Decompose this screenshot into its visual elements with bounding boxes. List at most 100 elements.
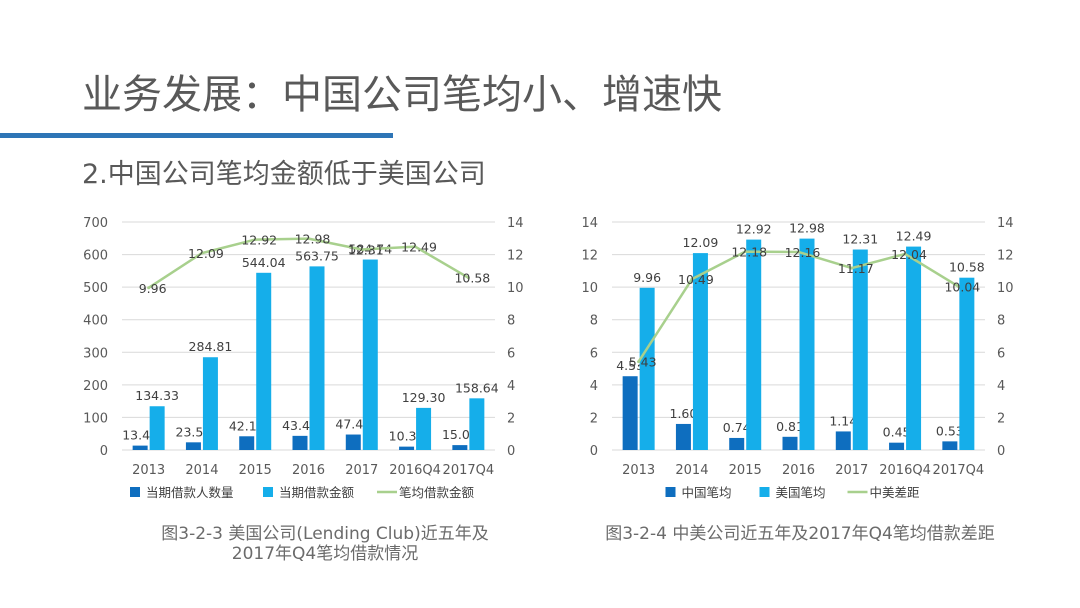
x-tick-label: 2017 [345,463,378,478]
y2-tick-label: 2 [507,411,515,426]
y-tick-label: 400 [83,314,108,329]
line-point [903,252,907,256]
caption-left-line2: 2017年Q4笔均借款情况 [231,544,419,564]
y-tick-label: 10 [581,281,598,296]
line-point [307,237,310,241]
bar-data-label: 23.56 [176,424,212,439]
bar-data-label: 12.31 [842,232,878,247]
y-tick-label: 6 [590,346,598,361]
y2-tick-label: 14 [507,216,524,231]
bar [852,249,868,450]
legend-swatch [759,487,770,497]
x-tick-label: 2017 [835,463,868,478]
bar [692,253,708,450]
bar [889,442,905,450]
bar-data-label: 12.92 [736,222,772,237]
bar [622,376,638,450]
bar-data-label: 10.35 [389,429,425,444]
line-point [200,251,204,255]
y-tick-label: 600 [83,249,108,264]
y2-tick-label: 0 [507,444,515,459]
line-point [637,360,641,364]
line-data-label: 11.17 [838,261,874,276]
x-tick-label: 2015 [239,463,272,478]
y-tick-label: 0 [100,444,108,459]
line-data-label: 9.96 [139,281,167,296]
bar-data-label: 43.44 [282,418,318,433]
legend-swatch [130,487,140,497]
line-data-label: 12.98 [295,232,331,247]
lending-club-chart: 0 100 200 300 400 500 600 700 0 2 4 6 8 10 12 14 2013 201… [60,205,540,515]
bar-data-label: 13.48 [122,428,158,443]
line-data-label: 12.09 [188,246,224,261]
y2-tick-label: 4 [997,379,1005,394]
chart-caption-left: 图3-2-3 美国公司(Lending Club)近五年及 2017年Q4笔均借… [135,524,515,564]
bar-data-label: 47.49 [335,417,371,432]
y-tick-label: 500 [83,281,108,296]
bar [239,436,255,450]
legend-swatch [665,487,676,497]
x-tick-label: 2016 [292,463,325,478]
y-tick-label: 14 [581,216,598,231]
bar-data-label: 284.81 [189,339,233,354]
china-us-gap-chart: 0 2 4 6 8 10 12 14 0 2 4 6 8 10 12 14 2013 2014 2015 2016 20… [550,205,1030,515]
bar-data-label: 15.00 [442,427,478,442]
y-tick-label: 0 [590,444,598,459]
line-data-label: 12.31 [348,243,384,258]
line-point [743,250,747,254]
bar-data-label: 0.45 [883,425,911,440]
y2-tick-label: 8 [507,314,515,329]
bar-data-label: 544.04 [242,255,286,270]
line-data-label: 12.18 [731,245,767,260]
bar-data-label: 134.33 [135,388,179,403]
line-data-label: 12.92 [241,233,277,248]
bar-data-label: 0.53 [936,423,964,438]
y2-tick-label: 2 [997,411,1005,426]
line-point [850,266,854,270]
bar-data-label: 4.53 [616,358,644,373]
y-tick-label: 2 [590,411,598,426]
bar [452,445,468,450]
bar [942,441,958,450]
legend-label: 当期借款人数量 [146,485,234,500]
y-tick-label: 100 [83,411,108,426]
line-data-label: 10.49 [678,272,714,287]
x-tick-label: 2014 [675,463,708,478]
bar [782,436,798,450]
title-underline [0,133,393,138]
y-tick-label: 12 [581,249,598,264]
legend-label: 当期借款金额 [279,485,355,500]
bar-data-label: 12.09 [683,235,719,250]
bar [746,239,762,450]
bar [835,431,851,450]
bar [185,442,201,450]
line-data-label: 12.04 [891,247,927,262]
x-tick-label: 2013 [132,463,165,478]
legend-swatch [263,487,273,497]
bar [639,287,655,450]
chart-caption-right: 图3-2-4 中美公司近五年及2017年Q4笔均借款差距 [605,524,995,544]
legend-label: 美国笔均 [776,485,826,500]
bar-data-label: 0.74 [723,420,751,435]
china-us-gap-chart-svg: 0 2 4 6 8 10 12 14 0 2 4 6 8 10 12 14 2013 2014 2015 2016 20… [581,216,1014,500]
bar-data-label: 129.30 [402,390,446,405]
y2-tick-label: 6 [997,346,1005,361]
line-data-label: 10.58 [454,271,490,286]
y2-tick-label: 10 [997,281,1014,296]
bar [469,398,485,450]
y2-tick-label: 0 [997,444,1005,459]
bar [362,259,378,450]
line-point [797,250,800,254]
bar [399,446,415,450]
legend-label: 中国笔均 [682,485,732,500]
y2-tick-label: 4 [507,379,515,394]
line-point [253,238,257,242]
bar-data-label: 1.14 [829,413,857,428]
bar [309,266,325,450]
caption-left-line1: 图3-2-3 美国公司(Lending Club)近五年及 [161,524,489,544]
line-point [413,245,417,249]
y-tick-label: 300 [83,346,108,361]
y2-tick-label: 8 [997,314,1005,329]
bar-data-label: 9.96 [633,270,661,285]
x-tick-label: 2017Q4 [443,463,495,478]
